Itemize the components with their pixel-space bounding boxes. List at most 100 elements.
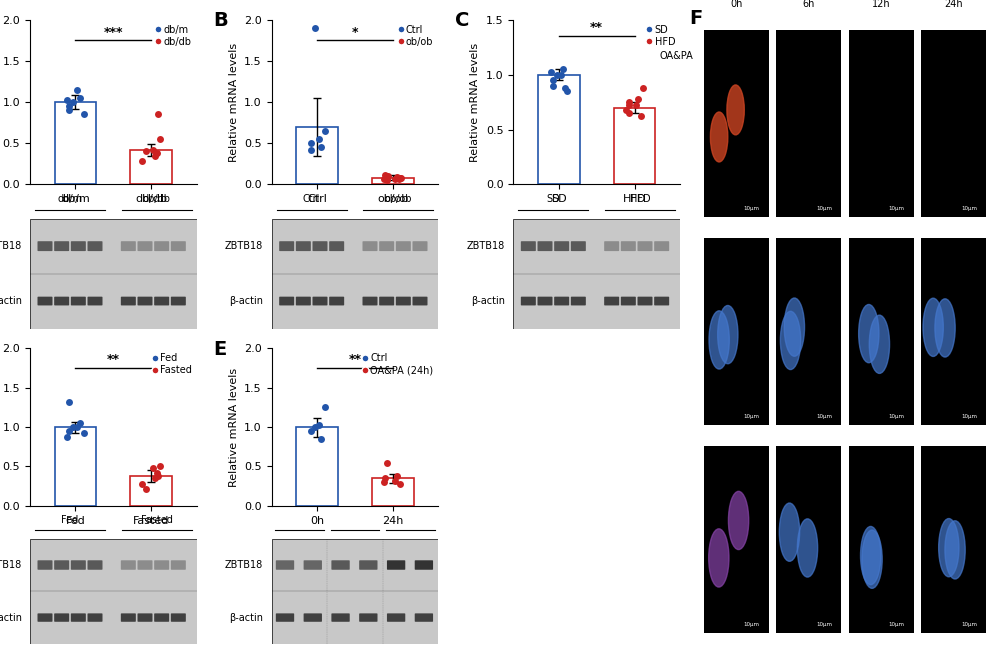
FancyBboxPatch shape (138, 614, 152, 622)
FancyBboxPatch shape (154, 614, 169, 622)
FancyBboxPatch shape (304, 560, 322, 570)
Text: Merge: Merge (997, 524, 1000, 555)
Point (72, 418, 88, 428)
Text: 24h: 24h (944, 0, 963, 9)
Point (557, 83, 573, 93)
Legend: db/m, db/db: db/m, db/db (156, 24, 192, 47)
FancyBboxPatch shape (654, 241, 669, 251)
FancyBboxPatch shape (276, 560, 294, 570)
Bar (372, 478, 414, 506)
Bar (130, 150, 172, 185)
Point (149, 468, 165, 478)
Point (392, 173, 408, 183)
Circle shape (939, 518, 959, 577)
Point (72, 93, 88, 103)
FancyBboxPatch shape (88, 560, 103, 570)
Bar (921, 446, 986, 633)
FancyBboxPatch shape (621, 241, 636, 251)
Point (311, 134, 327, 145)
Bar (372, 178, 414, 185)
Text: 10μm: 10μm (961, 414, 977, 419)
FancyBboxPatch shape (621, 297, 636, 306)
Y-axis label: Relative mRNA levels: Relative mRNA levels (229, 43, 239, 162)
Bar (55, 102, 96, 185)
FancyBboxPatch shape (329, 297, 344, 306)
Point (380, 171, 396, 181)
Point (389, 470, 405, 481)
Point (303, 138, 319, 148)
Point (393, 173, 409, 183)
Text: 10μm: 10μm (743, 622, 759, 627)
FancyBboxPatch shape (359, 560, 378, 570)
Point (633, 111, 649, 122)
Text: ob/ob: ob/ob (385, 194, 412, 204)
Point (145, 145, 161, 155)
FancyBboxPatch shape (171, 614, 186, 622)
FancyBboxPatch shape (38, 297, 52, 306)
FancyBboxPatch shape (121, 241, 136, 251)
Text: **: ** (349, 353, 362, 367)
FancyBboxPatch shape (296, 241, 311, 251)
Text: 10μm: 10μm (743, 206, 759, 211)
Bar (538, 75, 580, 185)
Text: HFD: HFD (630, 194, 650, 204)
Text: 12h: 12h (872, 0, 891, 9)
FancyBboxPatch shape (387, 560, 405, 570)
FancyBboxPatch shape (121, 560, 136, 570)
FancyBboxPatch shape (279, 297, 294, 306)
Point (147, 150, 163, 161)
FancyBboxPatch shape (415, 614, 433, 622)
FancyBboxPatch shape (121, 297, 136, 306)
Point (635, 83, 651, 93)
Circle shape (780, 311, 801, 369)
Point (317, 125, 333, 136)
Circle shape (935, 299, 955, 357)
Point (76, 428, 92, 439)
Text: db/m: db/m (57, 194, 83, 204)
Point (311, 420, 327, 431)
FancyBboxPatch shape (604, 241, 619, 251)
Point (61, 105, 77, 116)
Text: db/db: db/db (143, 194, 171, 204)
Circle shape (728, 491, 749, 550)
Point (307, 23, 323, 34)
Point (303, 426, 319, 436)
Circle shape (779, 503, 800, 561)
Circle shape (709, 529, 729, 587)
Legend: SD, HFD: SD, HFD (647, 24, 675, 47)
Point (76, 109, 92, 120)
Point (377, 170, 393, 180)
FancyBboxPatch shape (521, 297, 536, 306)
Circle shape (862, 530, 882, 588)
FancyBboxPatch shape (396, 241, 411, 251)
Text: β-actin: β-actin (229, 296, 263, 306)
Point (376, 477, 392, 487)
Circle shape (859, 304, 879, 363)
FancyBboxPatch shape (331, 614, 350, 622)
Text: 10μm: 10μm (961, 206, 977, 211)
Point (621, 97, 637, 107)
Point (545, 80, 561, 91)
Text: ZBTB18: ZBTB18 (0, 241, 22, 251)
Text: 10μm: 10μm (888, 414, 904, 419)
Bar (921, 238, 986, 426)
Legend: Ctrl, OA&PA (24h): Ctrl, OA&PA (24h) (363, 353, 433, 375)
Text: ZBTB18: ZBTB18 (0, 560, 22, 570)
FancyBboxPatch shape (571, 297, 586, 306)
Circle shape (869, 315, 890, 373)
FancyBboxPatch shape (138, 241, 152, 251)
Point (65, 97, 81, 107)
FancyBboxPatch shape (537, 297, 552, 306)
Circle shape (784, 298, 805, 356)
Text: 6h: 6h (803, 0, 815, 9)
Circle shape (718, 306, 738, 364)
Text: B: B (213, 11, 228, 30)
Point (147, 473, 163, 484)
Circle shape (709, 311, 729, 369)
Point (621, 108, 637, 118)
Text: 0h: 0h (730, 0, 742, 9)
Circle shape (923, 298, 943, 357)
Bar (921, 30, 986, 217)
Text: *: * (352, 26, 358, 39)
Point (387, 173, 403, 184)
